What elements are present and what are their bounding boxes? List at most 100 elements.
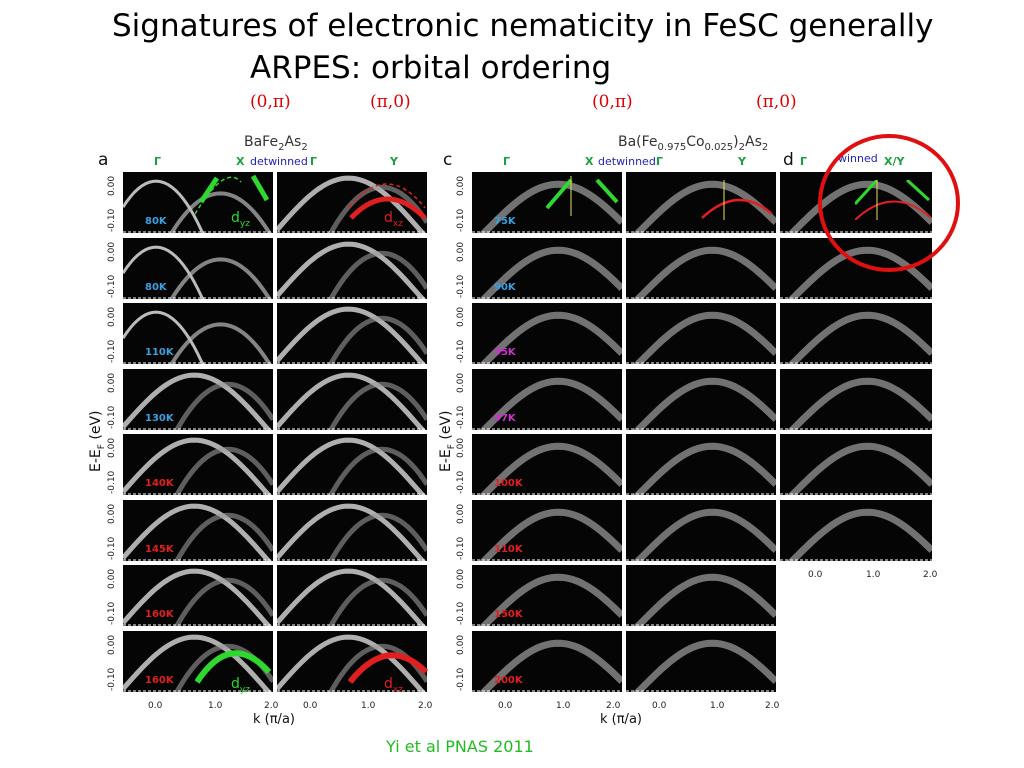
highlight-circle: [818, 134, 960, 272]
y-tick: 0.00: [456, 503, 466, 524]
gamma-label: Γ: [656, 155, 664, 168]
citation: Yi et al PNAS 2011: [386, 737, 534, 756]
dxz-band-fit: [348, 183, 427, 220]
arpes-panel-d: [780, 303, 932, 364]
x-tick: 1.0: [208, 701, 223, 711]
arpes-panel-c-right: [626, 237, 776, 299]
dyz-band-fit: [195, 174, 270, 215]
orbital-subscript: xz: [392, 684, 403, 695]
spectrum-bands: [277, 568, 427, 626]
y-tick: 0.00: [107, 306, 117, 327]
arpes-panel-d: [780, 237, 932, 299]
x-label: X: [585, 155, 594, 168]
temperature-label: 97K: [494, 412, 516, 424]
spectrum-bands: [123, 568, 273, 626]
x-tick: 2.0: [923, 570, 938, 580]
temperature-label: 160K: [145, 674, 174, 686]
y-tick: 0.00: [107, 634, 117, 655]
spectrum-bands: [626, 573, 776, 626]
spectrum-bands: [472, 311, 622, 364]
dyz-label: dyz: [231, 676, 250, 695]
orbital-letter: d: [231, 210, 240, 226]
spectrum-bands: [626, 246, 776, 299]
y-tick: 0.00: [107, 175, 117, 196]
momentum-label-1: (0,π): [250, 92, 291, 112]
arpes-panel-a-left: [123, 303, 273, 364]
spectrum-bands: [123, 310, 273, 364]
dxz-label: dxz: [384, 676, 403, 695]
temperature-label: 80K: [145, 281, 167, 293]
gamma-label: Γ: [154, 155, 162, 168]
arpes-panel-c-right: [626, 565, 776, 626]
spectrum-bands: [780, 377, 932, 430]
y-tick: -0.10: [456, 536, 466, 560]
arpes-panel-a-right: [277, 499, 427, 561]
orbital-letter: d: [384, 210, 393, 226]
y-tick: -0.10: [107, 470, 117, 494]
slide-title-line2: ARPES: orbital ordering: [250, 50, 612, 86]
spectrum-bands: [780, 311, 932, 364]
y-tick: 0.00: [456, 372, 466, 393]
temperature-label: 80K: [145, 216, 167, 227]
y-tick: 0.00: [456, 568, 466, 589]
arpes-panel-a-right: [277, 565, 427, 626]
momentum-label-3: (0,π): [592, 92, 633, 112]
xy-label: X/Y: [884, 155, 905, 168]
arpes-panel-c-left: [472, 565, 622, 626]
x-label: X: [236, 155, 245, 168]
arpes-panel-c-left: [472, 630, 622, 692]
gamma-label: Γ: [800, 155, 808, 168]
spectrum-bands: [780, 246, 932, 299]
band-fit-d: [855, 180, 932, 220]
x-tick: 2.0: [418, 701, 433, 711]
panel-letter-c: c: [443, 150, 453, 170]
detwinned-label: detwinned: [250, 155, 308, 168]
y-tick: 0.00: [456, 175, 466, 196]
spectrum-bands: [472, 573, 622, 626]
spectrum-bands: [123, 179, 273, 233]
y-tick: -0.10: [456, 601, 466, 625]
detwinned-label: detwinned: [598, 155, 656, 168]
arpes-panel-a-right: [277, 368, 427, 430]
spectrum-bands: [626, 377, 776, 430]
compound-a: BaFe2As2: [244, 134, 308, 153]
y-tick: -0.10: [456, 405, 466, 429]
arpes-panel-a-left: [123, 368, 273, 430]
x-tick: 0.0: [148, 701, 163, 711]
y-tick: -0.10: [107, 405, 117, 429]
dxz-label: dxz: [384, 210, 403, 229]
y-tick: -0.10: [456, 470, 466, 494]
arpes-panel-a-left: [123, 499, 273, 561]
spectrum-bands: [780, 508, 932, 561]
orbital-letter: d: [231, 676, 240, 692]
arpes-panel-c-right: [626, 499, 776, 561]
orbital-subscript: yz: [239, 218, 250, 229]
spectrum-bands: [472, 180, 622, 233]
momentum-label-4: (π,0): [756, 92, 797, 112]
x-tick: 0.0: [808, 570, 823, 580]
spectrum-bands: [472, 246, 622, 299]
orbital-letter: d: [384, 676, 393, 692]
spectrum-bands: [780, 180, 932, 233]
arpes-panel-c-right: [626, 630, 776, 692]
arpes-panel-c-right: [626, 303, 776, 364]
dyz-band-fit: [545, 176, 619, 216]
y-tick: -0.10: [456, 667, 466, 691]
arpes-panel-c-left: [472, 303, 622, 364]
y-tick: -0.10: [107, 536, 117, 560]
gamma-label: Γ: [503, 155, 511, 168]
spectrum-bands: [626, 311, 776, 364]
arpes-panel-c-left: [472, 499, 622, 561]
arpes-panel-a-left: [123, 565, 273, 626]
temperature-label: 140K: [145, 478, 174, 489]
y-tick: -0.10: [107, 601, 117, 625]
x-tick: 0.0: [498, 701, 513, 711]
spectrum-bands: [277, 241, 427, 299]
y-tick: 0.00: [107, 241, 117, 262]
y-tick: -0.10: [107, 274, 117, 298]
panel-letter-d: d: [783, 150, 794, 170]
y-tick: 0.00: [107, 503, 117, 524]
dyz-label: dyz: [231, 210, 250, 229]
arpes-panel-a-left: [123, 630, 273, 692]
temperature-label: 110K: [494, 543, 523, 555]
